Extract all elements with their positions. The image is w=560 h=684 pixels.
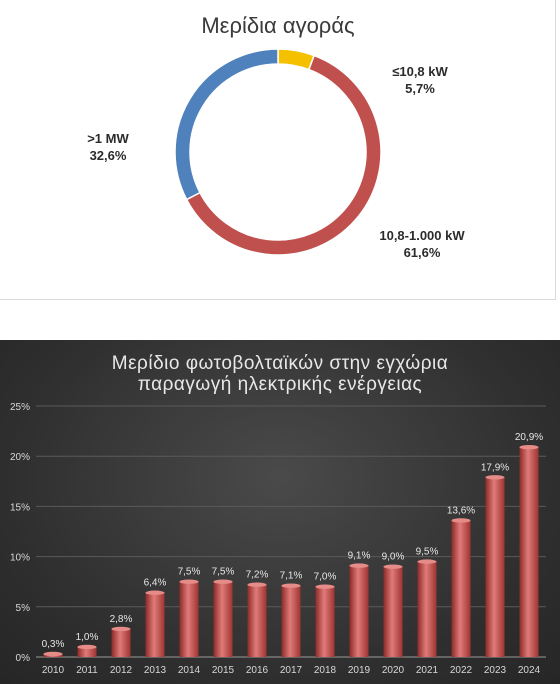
bar-title-line-2: παραγωγή ηλεκτρικής ενέργειας [138, 374, 422, 395]
bar-value-label: 13,6% [447, 505, 475, 516]
x-tick-label: 2010 [42, 665, 65, 676]
bar-value-label: 6,4% [144, 578, 167, 589]
donut-value-2: 61,6% [404, 245, 441, 260]
bar-2013 [145, 592, 165, 657]
bar-cap-2021 [417, 559, 437, 564]
donut-title: Μερίδια αγοράς [201, 13, 354, 38]
y-tick-label: 5% [16, 603, 31, 614]
bar-2014 [179, 581, 199, 657]
x-tick-label: 2024 [518, 665, 541, 676]
bar-cap-2018 [315, 584, 335, 589]
bar-value-label: 20,9% [515, 432, 543, 443]
x-tick-label: 2018 [314, 665, 337, 676]
market-share-panel: Μερίδια αγοράς ≤10,8 kW 5,7% 10,8-1.000 kW… [0, 0, 556, 300]
bar-cap-2015 [213, 579, 233, 584]
donut-value-1: 5,7% [405, 81, 435, 96]
bar-2011 [77, 646, 97, 657]
x-tick-label: 2012 [110, 665, 133, 676]
x-tick-label: 2019 [348, 665, 371, 676]
bar-value-label: 1,0% [76, 632, 99, 643]
bar-value-label: 9,1% [348, 551, 371, 562]
bar-cap-2011 [77, 644, 97, 650]
bar-2023 [485, 477, 505, 657]
bar-2020 [383, 566, 403, 657]
donut-label-3: >1 MW [87, 131, 129, 146]
x-tick-label: 2022 [450, 665, 473, 676]
bar-value-label: 0,3% [42, 639, 65, 650]
bar-cap-2022 [451, 518, 471, 523]
bar-2019 [349, 565, 369, 657]
bar-2012 [111, 628, 131, 657]
bar-value-label: 7,5% [178, 567, 201, 578]
x-tick-label: 2020 [382, 665, 405, 676]
bar-2022 [451, 520, 471, 657]
x-tick-label: 2013 [144, 665, 167, 676]
bar-cap-2020 [383, 564, 403, 569]
y-tick-label: 15% [10, 502, 30, 513]
bar-value-label: 7,0% [314, 572, 337, 583]
market-share-donut-chart: Μερίδια αγοράς ≤10,8 kW 5,7% 10,8-1.000 kW… [87, 13, 465, 260]
donut-label-2: 10,8-1.000 kW [379, 228, 465, 243]
bar-cap-2017 [281, 583, 301, 588]
bar-title-line-1: Μερίδιο φωτοβολταϊκών στην εγχώρια [112, 353, 448, 374]
pv-share-bar-chart: Μερίδιο φωτοβολταϊκών στην εγχώρια παραγ… [10, 353, 546, 676]
bar-value-label: 7,2% [246, 570, 269, 581]
bar-2015 [213, 581, 233, 657]
bar-value-label: 7,5% [212, 567, 235, 578]
bar-2018 [315, 586, 335, 657]
bar-cap-2019 [349, 563, 369, 568]
x-tick-label: 2016 [246, 665, 269, 676]
bar-value-label: 2,8% [110, 614, 133, 625]
bar-cap-2024 [519, 444, 539, 450]
y-tick-label: 20% [10, 452, 30, 463]
x-tick-label: 2014 [178, 665, 201, 676]
y-tick-label: 25% [10, 402, 30, 413]
pv-share-panel: Μερίδιο φωτοβολταϊκών στην εγχώρια παραγ… [0, 340, 560, 684]
bar-2016 [247, 584, 267, 657]
x-tick-label: 2011 [76, 665, 98, 676]
bar-value-label: 17,9% [481, 462, 509, 473]
x-tick-label: 2017 [280, 665, 303, 676]
bar-cap-2014 [179, 579, 199, 584]
bar-cap-2010 [43, 651, 63, 657]
donut-slice-3 [174, 48, 279, 201]
bar-value-label: 9,5% [416, 547, 439, 558]
bar-cap-2013 [145, 590, 165, 595]
bar-2017 [281, 585, 301, 657]
y-tick-label: 0% [16, 653, 31, 664]
bar-cap-2023 [485, 475, 505, 480]
donut-slice-1 [277, 48, 316, 71]
y-tick-label: 10% [10, 553, 30, 564]
donut-label-1: ≤10,8 kW [392, 64, 448, 79]
bar-cap-2012 [111, 626, 131, 632]
x-tick-label: 2023 [484, 665, 507, 676]
bar-value-label: 9,0% [382, 552, 405, 563]
bar-value-label: 7,1% [280, 571, 303, 582]
donut-value-3: 32,6% [90, 148, 127, 163]
bar-2024 [519, 447, 539, 657]
x-tick-label: 2015 [212, 665, 235, 676]
bar-2021 [417, 561, 437, 657]
x-tick-label: 2021 [416, 665, 439, 676]
bar-cap-2016 [247, 582, 267, 587]
